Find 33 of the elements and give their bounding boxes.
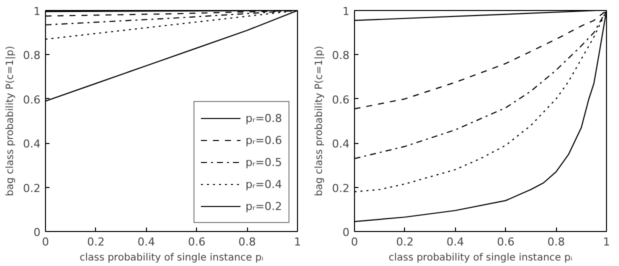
- y-axis-title: bag class probability P(c=1|p): [314, 46, 326, 196]
- legend-label: pᵣ=0.2: [245, 200, 282, 212]
- legend-label: pᵣ=0.6: [245, 134, 282, 146]
- x-tick-label: 0.4: [446, 236, 464, 248]
- y-tick-label: 0.2: [332, 182, 350, 195]
- x-axis-title: class probability of single instance pᵢ: [388, 252, 573, 264]
- x-tick-label: 0.6: [188, 236, 206, 248]
- y-tick-label: 0.8: [23, 49, 41, 62]
- legend-label: pᵣ=0.5: [245, 156, 282, 168]
- x-tick-label: 0.6: [496, 236, 514, 248]
- x-tick-label: 0.4: [138, 236, 156, 248]
- x-tick-label: 1: [294, 236, 301, 248]
- x-tick-label: 0: [351, 236, 358, 248]
- y-tick-label: 1: [34, 5, 40, 18]
- x-tick-label: 0.8: [547, 236, 565, 248]
- y-tick-label: 0.2: [23, 182, 41, 195]
- x-tick-label: 0.8: [238, 236, 256, 248]
- y-tick-label: 0.8: [332, 49, 350, 62]
- y-tick-label: 1: [342, 5, 350, 18]
- y-tick-label: 0.6: [332, 93, 350, 106]
- y-tick-label: 0.6: [23, 93, 41, 106]
- y-tick-label: 0.4: [332, 138, 350, 151]
- y-tick-label: 0.4: [23, 138, 41, 151]
- y-axis-title: bag class probability P(c=1|p): [5, 46, 16, 196]
- x-tick-label: 0.2: [396, 236, 414, 248]
- x-tick-label: 0.2: [87, 236, 105, 248]
- y-tick-label: 0: [34, 226, 40, 239]
- x-tick-label: 1: [603, 236, 610, 248]
- x-axis-title: class probability of single instance pᵢ: [80, 252, 264, 264]
- legend-label: pᵣ=0.8: [245, 112, 282, 124]
- legend-label: pᵣ=0.4: [245, 178, 282, 190]
- y-tick-label: 0: [342, 226, 350, 239]
- x-tick-label: 0: [42, 236, 49, 248]
